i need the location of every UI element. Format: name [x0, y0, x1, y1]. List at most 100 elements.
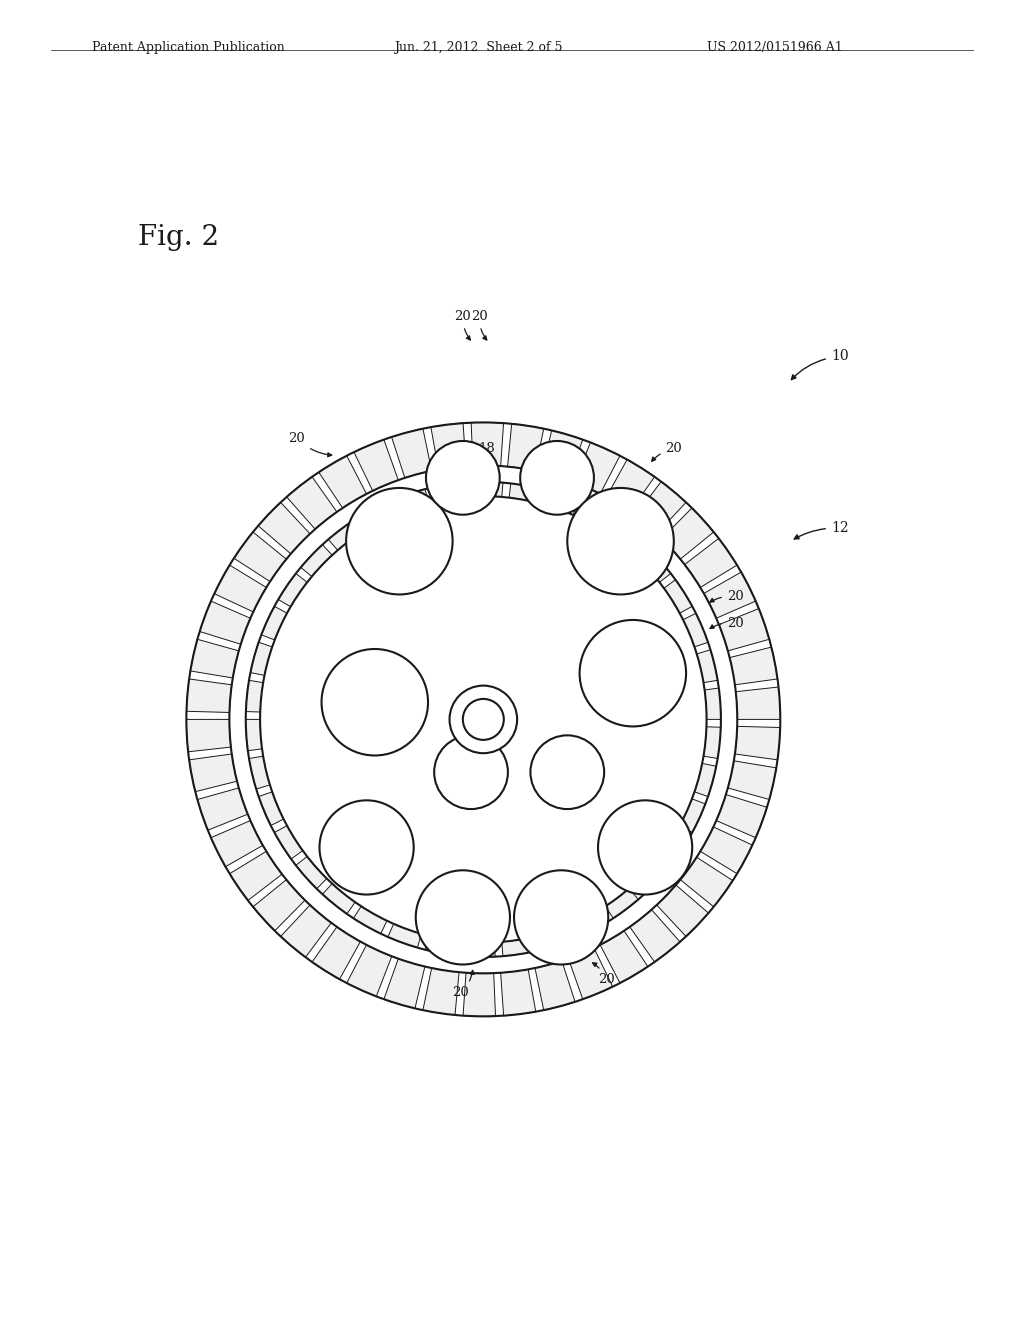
Polygon shape	[606, 459, 654, 512]
Polygon shape	[580, 506, 613, 532]
Polygon shape	[696, 649, 718, 682]
Text: 18: 18	[430, 779, 453, 801]
Circle shape	[322, 649, 428, 755]
Polygon shape	[545, 491, 579, 515]
Polygon shape	[656, 884, 709, 936]
Polygon shape	[680, 857, 733, 907]
Polygon shape	[211, 821, 263, 867]
Text: US 2012/0151966 A1: US 2012/0151966 A1	[707, 41, 843, 54]
Polygon shape	[296, 857, 327, 888]
Polygon shape	[198, 788, 248, 830]
Polygon shape	[360, 502, 393, 528]
Polygon shape	[279, 573, 307, 607]
Polygon shape	[471, 422, 504, 466]
Polygon shape	[274, 825, 303, 859]
Polygon shape	[535, 961, 575, 1010]
Circle shape	[319, 800, 414, 895]
Circle shape	[598, 800, 692, 895]
Text: 18: 18	[565, 781, 582, 805]
Polygon shape	[312, 927, 360, 979]
Polygon shape	[246, 719, 262, 751]
Polygon shape	[600, 931, 648, 983]
Polygon shape	[431, 424, 466, 470]
Polygon shape	[659, 832, 688, 866]
Polygon shape	[233, 532, 287, 582]
Text: 20: 20	[710, 616, 743, 630]
Polygon shape	[630, 909, 680, 962]
Polygon shape	[539, 927, 571, 949]
Polygon shape	[716, 795, 767, 838]
Circle shape	[434, 735, 508, 809]
Polygon shape	[635, 482, 686, 533]
Polygon shape	[573, 911, 606, 937]
Circle shape	[260, 496, 707, 942]
Polygon shape	[605, 888, 638, 919]
Text: Fig. 2: Fig. 2	[138, 224, 219, 251]
Polygon shape	[423, 968, 459, 1015]
Polygon shape	[509, 483, 542, 503]
Circle shape	[530, 735, 604, 809]
Polygon shape	[329, 520, 361, 550]
Polygon shape	[471, 482, 503, 496]
Text: 12: 12	[795, 521, 849, 539]
Polygon shape	[680, 799, 706, 833]
Circle shape	[580, 620, 686, 726]
Polygon shape	[542, 430, 583, 480]
Text: 18: 18	[473, 442, 495, 467]
Polygon shape	[259, 792, 284, 825]
Text: 20: 20	[289, 432, 332, 457]
Polygon shape	[189, 754, 237, 792]
Polygon shape	[640, 550, 671, 582]
Polygon shape	[190, 639, 239, 678]
Text: 18: 18	[345, 627, 373, 647]
Polygon shape	[703, 572, 756, 618]
Polygon shape	[253, 879, 305, 931]
Text: 16: 16	[481, 933, 498, 954]
Text: Patent Application Publication: Patent Application Publication	[92, 41, 285, 54]
Polygon shape	[249, 756, 270, 789]
Circle shape	[463, 698, 504, 741]
Polygon shape	[251, 643, 272, 676]
Text: 20: 20	[471, 310, 487, 341]
Text: 20: 20	[710, 590, 743, 603]
Polygon shape	[186, 678, 231, 713]
Polygon shape	[301, 545, 332, 577]
Polygon shape	[730, 647, 777, 685]
Polygon shape	[703, 727, 721, 759]
Polygon shape	[501, 969, 536, 1015]
Polygon shape	[258, 503, 310, 554]
Polygon shape	[354, 440, 398, 491]
Polygon shape	[574, 442, 620, 494]
Polygon shape	[502, 937, 534, 956]
Circle shape	[426, 441, 500, 515]
Polygon shape	[347, 945, 392, 997]
Text: 20: 20	[260, 772, 313, 789]
Polygon shape	[728, 760, 776, 800]
Polygon shape	[463, 973, 496, 1016]
Polygon shape	[391, 429, 432, 478]
Polygon shape	[287, 477, 337, 529]
Text: 20: 20	[651, 442, 682, 462]
Polygon shape	[425, 936, 458, 956]
Polygon shape	[353, 907, 387, 933]
Polygon shape	[700, 826, 753, 874]
Polygon shape	[694, 763, 716, 796]
Polygon shape	[214, 565, 266, 612]
Polygon shape	[719, 609, 769, 651]
Circle shape	[520, 441, 594, 515]
Polygon shape	[384, 958, 425, 1008]
Text: 10: 10	[792, 350, 849, 380]
Text: 18: 18	[622, 634, 641, 656]
Polygon shape	[388, 924, 422, 948]
Circle shape	[514, 870, 608, 965]
Circle shape	[416, 870, 510, 965]
Polygon shape	[281, 906, 332, 957]
Text: Jun. 21, 2012  Sheet 2 of 5: Jun. 21, 2012 Sheet 2 of 5	[394, 41, 563, 54]
Polygon shape	[683, 614, 708, 647]
Polygon shape	[246, 680, 263, 711]
Circle shape	[346, 488, 453, 594]
Polygon shape	[568, 948, 612, 999]
Circle shape	[450, 685, 517, 754]
Polygon shape	[433, 483, 465, 502]
Polygon shape	[705, 688, 721, 719]
